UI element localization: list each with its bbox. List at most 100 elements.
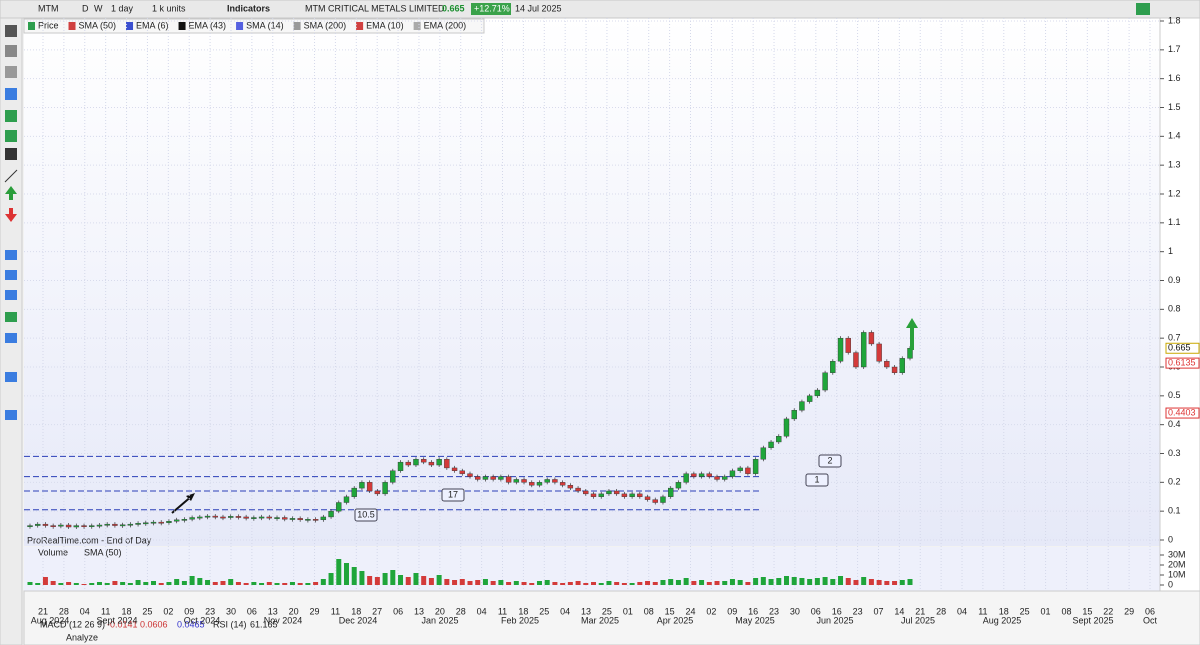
volume-bar bbox=[637, 582, 643, 585]
annotation-box bbox=[818, 454, 842, 468]
candle bbox=[166, 521, 172, 523]
toolbar-icon[interactable] bbox=[1136, 3, 1150, 15]
candle bbox=[806, 395, 813, 402]
volume-bar bbox=[58, 583, 64, 585]
units[interactable]: 1 k units bbox=[152, 3, 186, 13]
last-price: 0.665 bbox=[442, 3, 465, 13]
volume-bar bbox=[382, 573, 388, 585]
volume-bar bbox=[143, 582, 149, 585]
volume-bar bbox=[591, 582, 597, 585]
date-day: 29 bbox=[310, 606, 320, 616]
volume-bar bbox=[120, 582, 126, 585]
candle bbox=[660, 496, 666, 503]
annotation: 1 bbox=[814, 474, 819, 484]
tool-icon[interactable] bbox=[4, 169, 18, 183]
volume-bar bbox=[552, 582, 558, 585]
candle bbox=[366, 482, 373, 492]
tool-icon[interactable] bbox=[5, 208, 17, 222]
tool-icon[interactable] bbox=[5, 270, 17, 280]
candle bbox=[181, 519, 188, 521]
tool-icon[interactable] bbox=[5, 333, 17, 343]
date-day: 01 bbox=[623, 606, 633, 616]
volume-bar bbox=[645, 581, 651, 585]
top-toolbar bbox=[0, 0, 1200, 19]
symbol[interactable]: MTM bbox=[38, 3, 59, 13]
tool-icon[interactable] bbox=[5, 130, 17, 142]
period[interactable]: W bbox=[94, 3, 103, 13]
candle bbox=[706, 473, 712, 477]
candle bbox=[197, 516, 203, 519]
indicators-button[interactable]: Indicators bbox=[227, 3, 270, 13]
volume-bar bbox=[845, 578, 851, 585]
candle bbox=[382, 482, 388, 495]
volume-bar bbox=[482, 579, 488, 585]
date-day: 23 bbox=[205, 606, 215, 616]
date-day: 13 bbox=[414, 606, 424, 616]
tool-icon[interactable] bbox=[5, 250, 17, 260]
candle bbox=[251, 517, 257, 519]
tool-icon[interactable] bbox=[5, 372, 17, 382]
analyze-tab[interactable]: Analyze bbox=[66, 632, 98, 642]
candle bbox=[675, 482, 682, 489]
tool-icon[interactable] bbox=[5, 186, 17, 200]
volume-bar bbox=[390, 570, 396, 585]
candle bbox=[289, 518, 296, 520]
date-day: 16 bbox=[748, 606, 758, 616]
annotation: 17 bbox=[448, 489, 458, 499]
date-day: 04 bbox=[560, 606, 570, 616]
y-tick-label: 1 bbox=[1168, 246, 1173, 256]
y-tick-label: 0.4 bbox=[1168, 419, 1181, 429]
y-tick-label: 0 bbox=[1168, 534, 1173, 544]
candle bbox=[884, 361, 890, 368]
macd-value: 0.0465 bbox=[177, 619, 205, 629]
volume-bar bbox=[367, 576, 373, 585]
tool-icon[interactable] bbox=[5, 88, 17, 100]
volume-bar bbox=[560, 583, 566, 585]
volume-bar bbox=[212, 582, 218, 585]
date-day: 25 bbox=[539, 606, 549, 616]
volume-bar bbox=[89, 583, 95, 585]
candle bbox=[73, 525, 80, 528]
legend-item: SMA (50) bbox=[79, 20, 117, 30]
volume-bar bbox=[699, 580, 705, 585]
y-tick-label: 0.9 bbox=[1168, 275, 1181, 285]
interval[interactable]: 1 day bbox=[111, 3, 134, 13]
tool-icon[interactable] bbox=[5, 25, 17, 37]
left-toolbar bbox=[0, 17, 23, 645]
date-month: Jan 2025 bbox=[421, 615, 458, 625]
candle bbox=[891, 366, 898, 373]
date-day: 25 bbox=[1020, 606, 1030, 616]
volume-bar bbox=[729, 579, 735, 585]
tool-icon[interactable] bbox=[5, 45, 17, 57]
tool-icon[interactable] bbox=[5, 110, 17, 122]
candle bbox=[791, 410, 797, 420]
candle bbox=[768, 441, 774, 448]
tool-icon[interactable] bbox=[5, 410, 17, 420]
annotation: 10.5 bbox=[357, 509, 375, 519]
volume-bar bbox=[892, 581, 898, 585]
date-day: 09 bbox=[727, 606, 737, 616]
candle bbox=[467, 473, 473, 477]
tool-icon[interactable] bbox=[5, 312, 17, 322]
tool-icon[interactable] bbox=[5, 66, 17, 78]
volume-bar bbox=[452, 580, 458, 585]
tool-icon[interactable] bbox=[5, 290, 17, 300]
date-day: 30 bbox=[226, 606, 236, 616]
candle bbox=[814, 389, 821, 397]
date-day: 18 bbox=[351, 606, 361, 616]
tool-icon[interactable] bbox=[5, 148, 17, 160]
candle bbox=[490, 476, 496, 480]
candle bbox=[683, 473, 689, 483]
volume-bar bbox=[660, 580, 666, 585]
date-day: 21 bbox=[38, 606, 48, 616]
candle bbox=[65, 524, 72, 528]
volume-bar bbox=[799, 578, 805, 585]
y-tick-label: 0.3 bbox=[1168, 448, 1181, 458]
period[interactable]: D bbox=[82, 3, 89, 13]
candle bbox=[668, 487, 674, 497]
y-tick-label: 1.7 bbox=[1168, 44, 1181, 54]
volume-bar bbox=[691, 581, 697, 585]
volume-bar bbox=[714, 581, 720, 585]
